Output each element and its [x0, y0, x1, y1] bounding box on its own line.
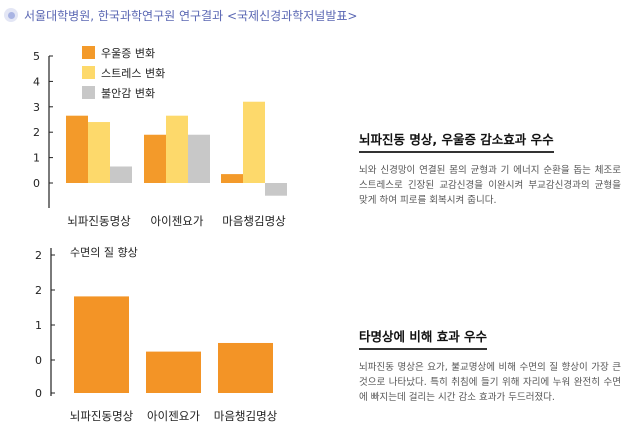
legend-swatch [82, 86, 95, 99]
y-tick-label: 0 [35, 354, 42, 367]
section-body: 뇌파진동 명상은 요가, 불교명상에 비해 수면의 질 향상이 가장 큰 것으로… [359, 360, 621, 405]
bar [144, 135, 166, 183]
legend-label: 우울증 변화 [101, 47, 155, 60]
legend-swatch [82, 66, 95, 79]
y-tick-label: 1 [33, 152, 40, 165]
bar [221, 174, 243, 183]
legend-label: 불안감 변화 [101, 87, 155, 100]
bar [243, 102, 265, 183]
x-tick-label: 마음챙김명상 [214, 409, 278, 423]
y-tick-label: 5 [33, 50, 40, 63]
bar [188, 135, 210, 183]
y-tick-label: 3 [33, 101, 40, 114]
chart-label: 수면의 질 향상 [70, 246, 138, 259]
bar [146, 352, 201, 393]
section-title: 타명상에 비해 효과 우수 [359, 326, 487, 350]
bar [88, 122, 110, 183]
section-depression: 뇌파진동 명상, 우울증 감소효과 우수 뇌와 신경망이 연결된 몸의 균형과 … [359, 129, 621, 208]
x-tick-label: 아이젠요가 [151, 214, 204, 228]
x-tick-label: 뇌파진동명상 [70, 409, 134, 423]
x-tick-label: 아이젠요가 [147, 409, 200, 423]
bar [74, 296, 129, 393]
y-tick-label: 2 [35, 249, 42, 262]
legend-label: 스트레스 변화 [101, 67, 165, 80]
bar [265, 183, 287, 196]
y-tick-label: 2 [33, 126, 40, 139]
x-tick-label: 마음챙김명상 [222, 214, 286, 228]
bar [218, 343, 273, 393]
bar [66, 116, 88, 183]
y-tick-label: 4 [33, 75, 40, 88]
section-title: 뇌파진동 명상, 우울증 감소효과 우수 [359, 129, 554, 153]
legend-swatch [82, 46, 95, 59]
bar [110, 166, 132, 183]
section-sleep: 타명상에 비해 효과 우수 뇌파진동 명상은 요가, 불교명상에 비해 수면의 … [359, 326, 621, 405]
y-tick-label: 2 [35, 284, 42, 297]
y-tick-label: 1 [35, 319, 42, 332]
y-tick-label: 0 [33, 177, 40, 190]
y-tick-label: 0 [35, 387, 42, 400]
x-tick-label: 뇌파진동명상 [67, 214, 131, 228]
bar [166, 116, 188, 183]
section-body: 뇌와 신경망이 연결된 몸의 균형과 기 에너지 순환을 돕는 체조로 스트레스… [359, 163, 621, 208]
